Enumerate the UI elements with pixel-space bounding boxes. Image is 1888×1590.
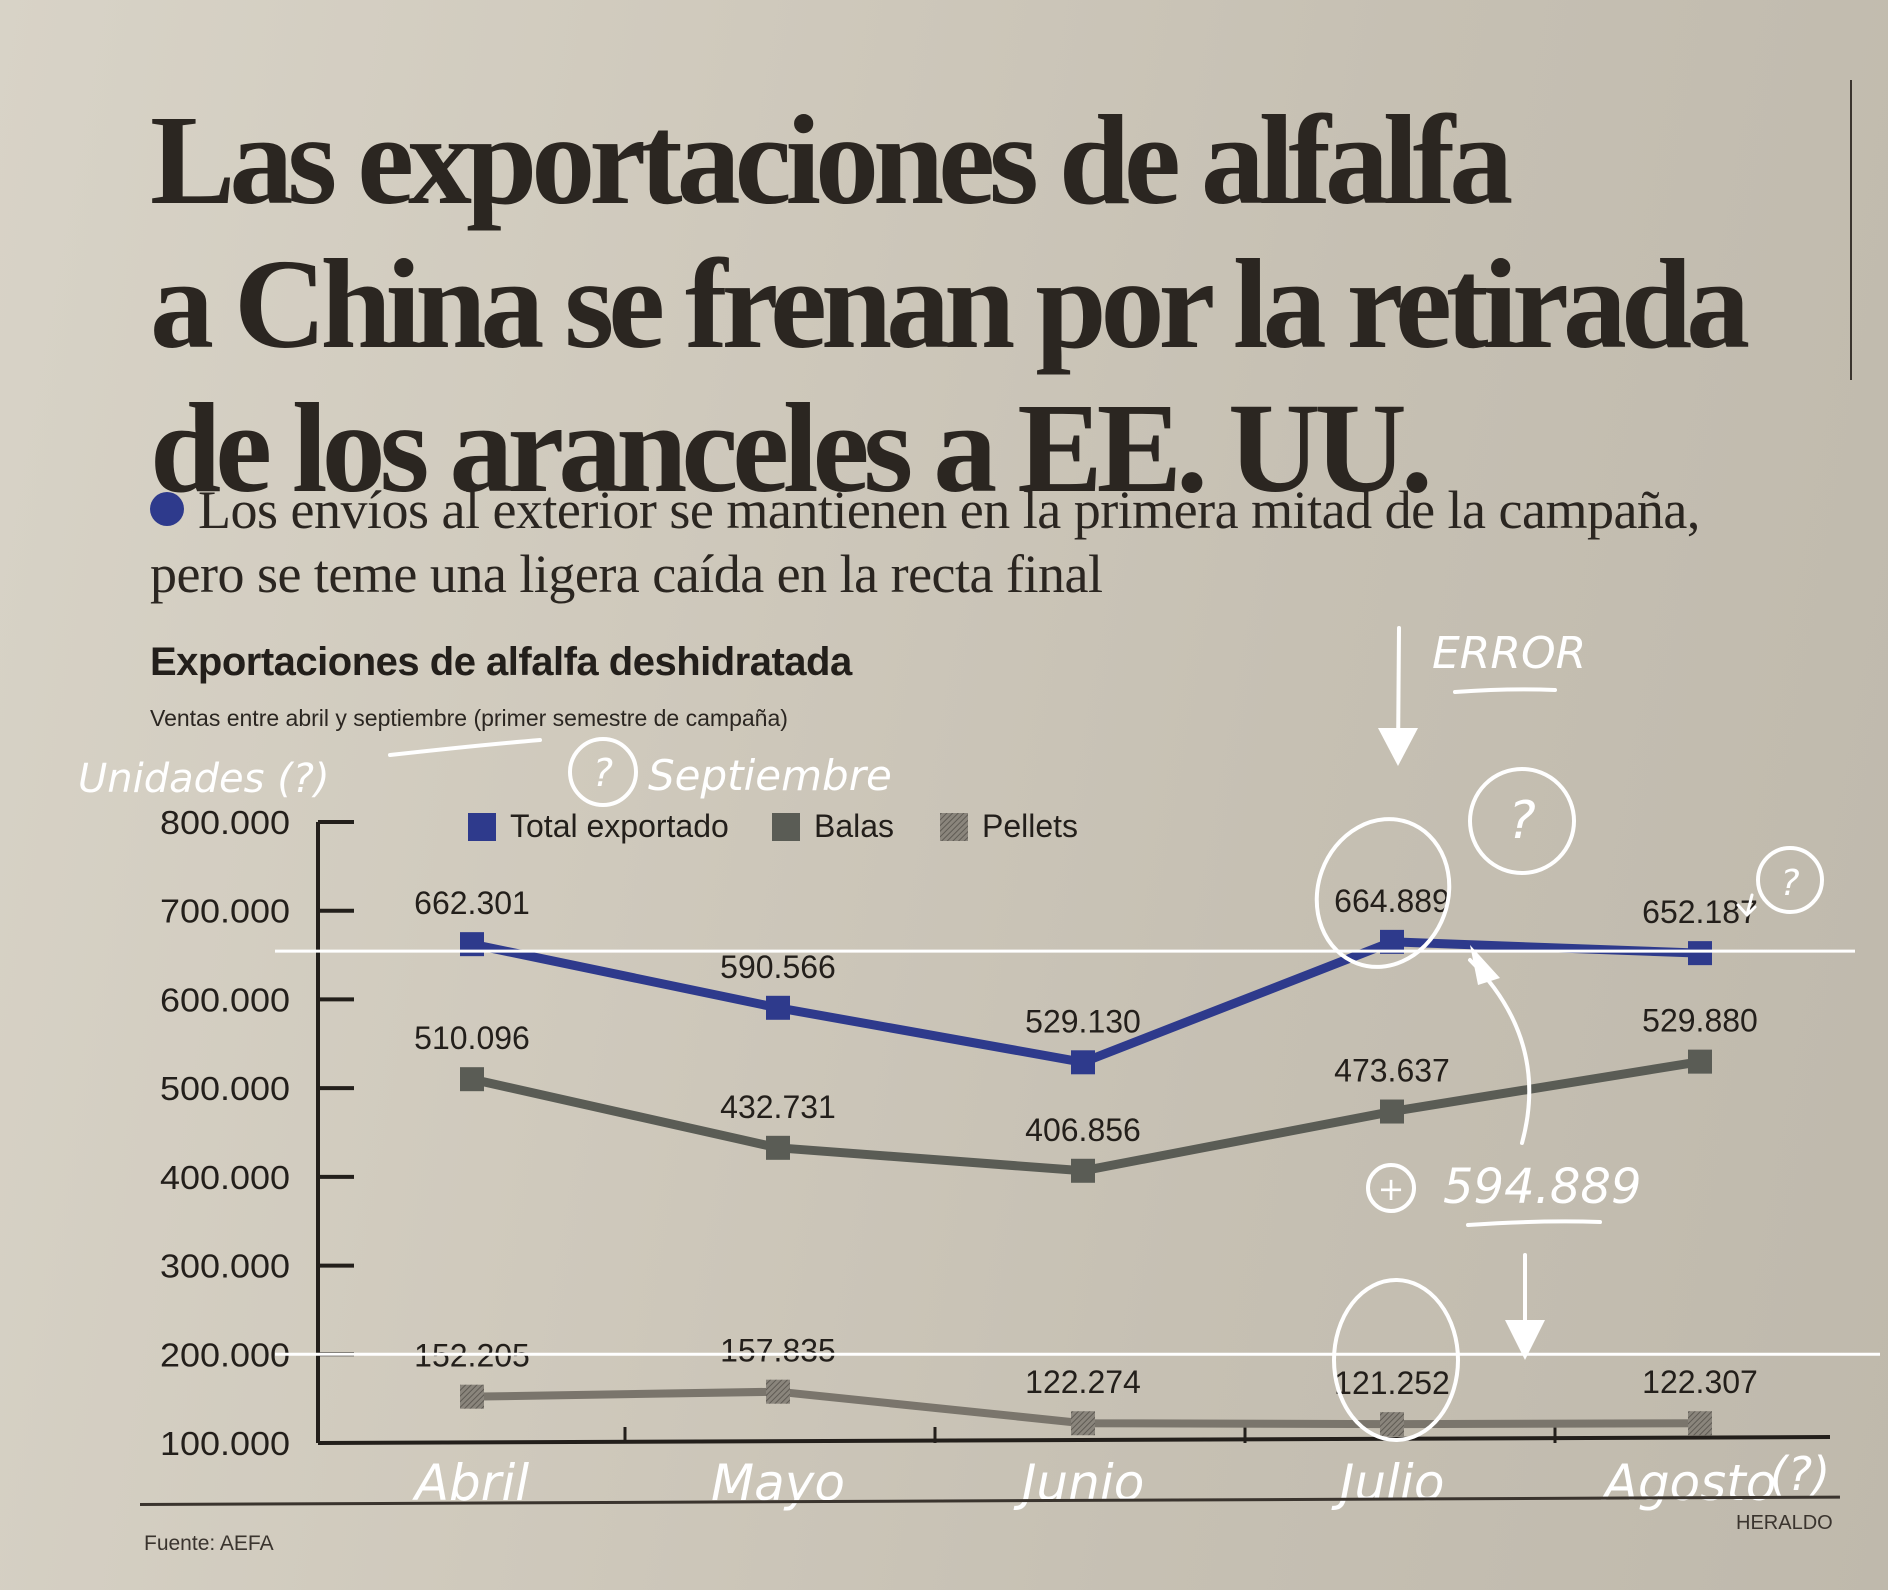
data-label: 432.731 <box>720 1089 836 1125</box>
arrow-down-icon <box>1505 1320 1545 1360</box>
annotation-units: Unidades (?) <box>78 756 330 802</box>
data-point-marker <box>460 1067 484 1092</box>
curved-arrow <box>1468 958 1532 1145</box>
question-mark-icon: ? <box>593 751 613 795</box>
legend-swatch <box>772 813 800 841</box>
data-labels: 662.301 590.566 529.130 664.889 652.187 510.0… <box>414 883 1758 1401</box>
annotation-agosto-question: (?) <box>1770 1447 1830 1501</box>
data-label: 406.856 <box>1025 1112 1141 1148</box>
lede: Los envíos al exterior se mantienen en l… <box>150 478 1790 606</box>
y-tick-label: 800.000 <box>160 804 290 841</box>
plus-icon: + <box>1378 1170 1405 1208</box>
legend-swatch <box>468 813 496 841</box>
data-label: 510.096 <box>414 1020 530 1056</box>
data-label: 664.889 <box>1334 883 1450 919</box>
chart-title: Exportaciones de alfalfa deshidratada <box>150 640 852 684</box>
question-circle-icon <box>1468 767 1576 875</box>
x-category-label: Agosto <box>1601 1454 1777 1512</box>
data-label: 122.274 <box>1025 1364 1141 1400</box>
data-point-marker <box>766 995 790 1020</box>
annotation-septiembre: Septiembre <box>648 751 892 800</box>
legend: Total exportado Balas Pellets <box>468 808 1078 844</box>
legend-label: Balas <box>814 808 894 844</box>
circle-highlight <box>1332 1278 1460 1442</box>
error-underline <box>1453 687 1557 694</box>
data-label: 121.252 <box>1334 1365 1450 1401</box>
question-circle-icon <box>1756 846 1824 914</box>
x-category-label: Junio <box>1013 1454 1145 1512</box>
arrow-down-icon <box>1378 728 1418 766</box>
headline: Las exportaciones de alfalfa a China se … <box>150 88 1790 520</box>
chart-subtitle: Ventas entre abril y septiembre (primer … <box>150 705 788 731</box>
data-point-marker <box>1071 1050 1095 1075</box>
annotation-stroke <box>388 738 542 757</box>
y-tick-label: 200.000 <box>160 1336 290 1373</box>
series-line-total-exportado <box>471 937 1701 1067</box>
data-label: 157.835 <box>720 1333 836 1369</box>
arrow-down-small-icon <box>1736 893 1757 917</box>
data-point-marker <box>1071 1411 1095 1436</box>
bullet-icon <box>150 492 184 526</box>
y-tick-label: 100.000 <box>160 1425 290 1462</box>
data-label: 529.880 <box>1642 1003 1758 1039</box>
data-label: 590.566 <box>720 949 836 985</box>
question-mark-icon: ? <box>1508 791 1536 851</box>
column-rule <box>1850 80 1852 380</box>
y-tick-label: 500.000 <box>160 1070 290 1107</box>
data-point-marker <box>460 1384 484 1409</box>
data-point-marker <box>1071 1158 1095 1183</box>
question-circle-icon <box>568 737 638 807</box>
data-label: 529.130 <box>1025 1003 1141 1039</box>
data-point-marker <box>1688 941 1712 966</box>
data-label: 473.637 <box>1334 1053 1450 1089</box>
data-point-marker <box>1380 1412 1404 1437</box>
y-tick-label: 600.000 <box>160 981 290 1018</box>
y-tick-label: 400.000 <box>160 1159 290 1196</box>
headline-line-1: Las exportaciones de alfalfa <box>150 89 1513 231</box>
data-point-marker <box>766 1135 790 1160</box>
x-axis-line <box>317 1435 1831 1445</box>
source-credit: Fuente: AEFA <box>144 1532 274 1555</box>
question-mark-icon: ? <box>1780 863 1799 904</box>
data-label: 122.307 <box>1642 1364 1758 1400</box>
lede-text: Los envíos al exterior se mantienen en l… <box>150 480 1700 604</box>
legend-label: Total exportado <box>510 808 729 844</box>
series-group <box>460 929 1712 1437</box>
data-label: 652.187 <box>1642 894 1758 930</box>
headline-line-3: de los aranceles a EE. UU. <box>150 377 1433 519</box>
y-tick-label: 300.000 <box>160 1248 290 1285</box>
brand-credit: HERALDO <box>1736 1512 1833 1534</box>
arrow-up-icon <box>1470 945 1500 985</box>
legend-swatch <box>940 813 968 841</box>
data-point-marker <box>766 1379 790 1404</box>
axes: 100.000 200.000 300.000 400.000 500.000 600.0… <box>160 804 1831 1462</box>
x-category-label: Julio <box>1331 1454 1445 1512</box>
circle-highlight <box>1314 817 1452 969</box>
plus-circle-icon <box>1366 1163 1416 1213</box>
legend-label: Pellets <box>982 808 1078 844</box>
data-label: 662.301 <box>414 885 530 921</box>
data-point-marker <box>1688 1049 1712 1074</box>
headline-line-2: a China se frenan por la retirada <box>150 233 1750 375</box>
sum-underline <box>1466 1219 1602 1227</box>
annotation-error: ERROR <box>1432 628 1586 679</box>
data-point-marker <box>1380 1099 1404 1124</box>
annotation-sum: 594.889 <box>1443 1159 1642 1215</box>
y-tick-label: 700.000 <box>160 893 290 930</box>
data-point-marker <box>1688 1411 1712 1436</box>
